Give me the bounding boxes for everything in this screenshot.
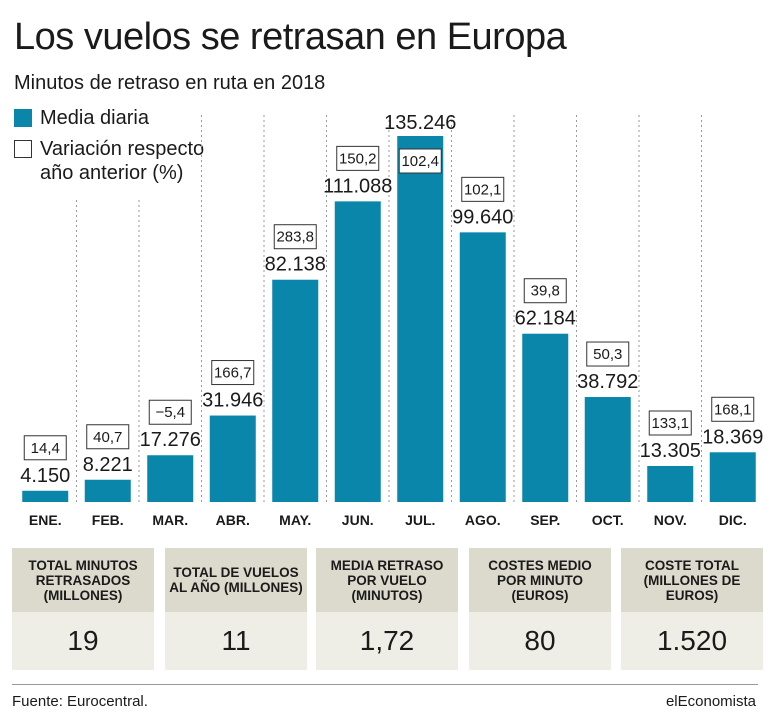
- bar: [647, 465, 694, 502]
- stat-label: TOTAL MINUTOS RETRASADOS (MILLONES): [12, 548, 154, 612]
- stat-label: COSTES MEDIO POR MINUTO (EUROS): [469, 548, 611, 612]
- data-label: 82.138: [265, 254, 326, 276]
- legend-item-variation: Variación respecto año anterior (%): [14, 137, 204, 185]
- stat-label: COSTE TOTAL (MILLONES DE EUROS): [621, 548, 763, 612]
- brand-logo: elEconomista: [665, 693, 756, 710]
- legend-label-variation-line2: año anterior (%): [40, 162, 184, 184]
- stat-value: 80: [469, 612, 611, 670]
- variation-label: 133,1: [651, 415, 689, 432]
- variation-label: 168,1: [714, 401, 752, 418]
- data-label: 31.946: [202, 390, 263, 412]
- x-tick-label: NOV.: [654, 512, 687, 528]
- stat-box-avg-delay: MEDIA RETRASO POR VUELO (MINUTOS) 1,72: [316, 548, 458, 670]
- variation-box: [398, 148, 442, 174]
- data-label: 13.305: [640, 440, 701, 462]
- data-label: 99.640: [452, 206, 513, 228]
- bar: [209, 415, 256, 502]
- stat-value: 11: [165, 612, 307, 670]
- variation-box: [273, 224, 317, 250]
- variation-box: [461, 176, 505, 202]
- data-label: 111.088: [323, 175, 392, 197]
- source-note: Fuente: Eurocentral.: [12, 693, 148, 710]
- x-tick-label: MAY.: [279, 512, 311, 528]
- data-label: 8.221: [83, 454, 133, 476]
- bar: [334, 201, 381, 502]
- bar: [709, 452, 756, 502]
- bar: [147, 455, 194, 502]
- stat-box-total-cost: COSTE TOTAL (MILLONES DE EUROS) 1.520: [621, 548, 763, 670]
- stat-box-total-flights: TOTAL DE VUELOS AL AÑO (MILLONES) 11: [165, 548, 307, 670]
- variation-box: [148, 399, 192, 425]
- variation-label: 150,2: [339, 150, 377, 167]
- legend-swatch-bar: [14, 109, 32, 127]
- data-label: 18.369: [702, 426, 763, 448]
- variation-box: [523, 278, 567, 304]
- x-tick-label: FEB.: [92, 512, 124, 528]
- variation-label: 283,8: [276, 229, 314, 246]
- data-label: 135.246: [384, 112, 456, 134]
- x-tick-label: ABR.: [216, 512, 250, 528]
- variation-label: 102,4: [401, 153, 439, 170]
- variation-label: 166,7: [214, 365, 252, 382]
- x-tick-label: MAR.: [152, 512, 188, 528]
- legend-label-variation-line1: Variación respecto: [40, 138, 205, 160]
- bar: [22, 490, 69, 502]
- chart-title: Los vuelos se retrasan en Europa: [14, 16, 567, 58]
- data-label: 38.792: [577, 371, 638, 393]
- stat-value: 1,72: [316, 612, 458, 670]
- variation-box: [586, 341, 630, 367]
- stat-box-total-minutes: TOTAL MINUTOS RETRASADOS (MILLONES) 19: [12, 548, 154, 670]
- x-tick-label: JUL.: [405, 512, 435, 528]
- bar: [84, 479, 131, 502]
- x-tick-label: DIC.: [719, 512, 747, 528]
- data-label: 62.184: [515, 308, 576, 330]
- x-tick-label: AGO.: [465, 512, 501, 528]
- variation-box: [648, 410, 692, 436]
- x-tick-label: ENE.: [29, 512, 62, 528]
- variation-box: [336, 145, 380, 171]
- variation-box: [86, 424, 130, 450]
- bar: [584, 397, 631, 502]
- stat-label: TOTAL DE VUELOS AL AÑO (MILLONES): [165, 548, 307, 612]
- variation-box: [711, 396, 755, 422]
- bar-chart: ENE. 4.150 14,4 FEB. 8.221 40,7 MAR. 17.276 −5,4…: [20, 112, 763, 528]
- legend-item-bars: Media diaria: [14, 106, 149, 130]
- footer-divider: [12, 684, 758, 685]
- x-tick-label: JUN.: [342, 512, 374, 528]
- bar: [459, 232, 506, 502]
- stat-label: MEDIA RETRASO POR VUELO (MINUTOS): [316, 548, 458, 612]
- bar: [272, 279, 319, 502]
- variation-label: 50,3: [593, 346, 622, 363]
- variation-label: −5,4: [155, 404, 185, 421]
- variation-box: [211, 360, 255, 386]
- data-label: 17.276: [140, 429, 201, 451]
- variation-box: [23, 435, 67, 461]
- stat-box-cost-per-minute: COSTES MEDIO POR MINUTO (EUROS) 80: [469, 548, 611, 670]
- stat-value: 1.520: [621, 612, 763, 670]
- variation-label: 39,8: [531, 283, 560, 300]
- legend-label-bars: Media diaria: [40, 107, 149, 129]
- x-tick-label: SEP.: [530, 512, 560, 528]
- bar: [522, 333, 569, 502]
- legend-label-variation: Variación respecto año anterior (%): [40, 137, 204, 185]
- chart-subtitle: Minutos de retraso en ruta en 2018: [14, 72, 326, 94]
- data-label: 4.150: [20, 465, 70, 487]
- legend-swatch-box: [14, 140, 32, 158]
- x-tick-label: OCT.: [592, 512, 624, 528]
- bar: [397, 136, 444, 502]
- variation-label: 40,7: [93, 429, 122, 446]
- stat-value: 19: [12, 612, 154, 670]
- variation-label: 102,1: [464, 181, 502, 198]
- variation-label: 14,4: [31, 440, 60, 457]
